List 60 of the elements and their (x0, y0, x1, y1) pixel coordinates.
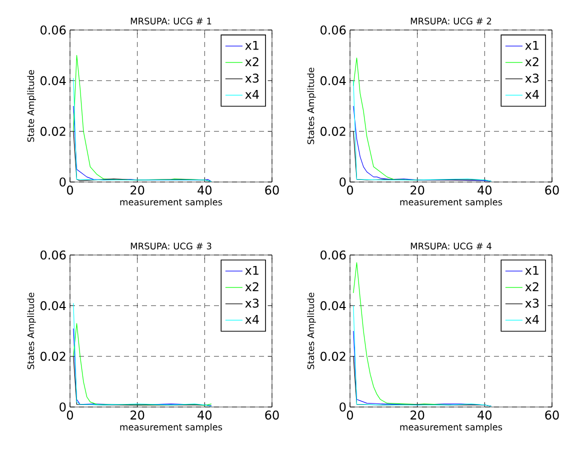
x-axis-title: measurement samples (400, 423, 502, 432)
x-tick-label: 40 (478, 410, 492, 420)
legend-label: x4 (525, 315, 539, 324)
x-tick-label: 20 (130, 410, 144, 420)
x-axis-title: measurement samples (120, 423, 222, 432)
legend-label: x2 (525, 57, 538, 66)
chart-title: MRSUPA: UCG # 3 (130, 242, 212, 250)
y-tick-label: 0.04 (40, 301, 66, 310)
y-axis-title: State Amplitude (27, 70, 36, 142)
x-tick-label: 20 (130, 186, 144, 195)
x-tick-label: 40 (198, 410, 212, 420)
x-tick-label: 60 (545, 186, 559, 195)
y-tick-label: 0.06 (320, 250, 346, 260)
y-tick-label: 0.04 (40, 76, 66, 86)
y-tick-label: 0.02 (320, 126, 346, 136)
legend-label: x1 (525, 40, 538, 50)
legend-label: x1 (245, 40, 258, 50)
x-tick-label: 0 (66, 410, 74, 420)
chart-title: MRSUPA: UCG # 4 (410, 242, 492, 250)
legend-label: x2 (245, 57, 258, 66)
x-tick-label: 60 (265, 186, 279, 195)
y-tick-label: 0.06 (40, 25, 66, 35)
legend-label: x2 (245, 282, 258, 292)
x-tick-label: 0 (66, 186, 74, 195)
legend-label: x1 (245, 266, 258, 275)
legend-label: x2 (525, 282, 538, 292)
x-tick-label: 20 (410, 186, 424, 195)
y-tick-label: 0 (60, 402, 66, 412)
legend-label: x4 (245, 90, 259, 99)
y-tick-label: 0 (60, 177, 66, 187)
y-tick-label: 0.02 (40, 352, 66, 361)
chart-title: MRSUPA: UCG # 2 (410, 18, 492, 24)
y-axis-title: States Amplitude (307, 292, 316, 370)
legend-label: x4 (525, 90, 539, 99)
legend-label: x3 (525, 74, 539, 83)
y-tick-label: 0.02 (320, 352, 346, 361)
y-tick-label: 0.02 (40, 126, 66, 136)
x-tick-label: 60 (265, 410, 279, 420)
y-tick-label: 0.04 (320, 76, 346, 86)
y-tick-label: 0.04 (320, 301, 346, 310)
x-tick-label: 40 (478, 186, 492, 195)
x-tick-label: 20 (410, 410, 424, 420)
legend-label: x1 (525, 266, 538, 275)
y-tick-label: 0.06 (320, 25, 346, 35)
y-tick-label: 0 (340, 402, 346, 412)
y-axis-title: States Amplitude (27, 292, 36, 370)
x-tick-label: 40 (198, 186, 212, 195)
legend-label: x3 (245, 298, 259, 308)
y-axis-title: States Amplitude (307, 68, 316, 144)
legend-label: x3 (245, 74, 259, 83)
legend-label: x3 (525, 298, 539, 308)
x-axis-title: measurement samples (120, 198, 222, 208)
y-tick-label: 0.06 (40, 250, 66, 260)
x-axis-title: measurement samples (400, 198, 502, 208)
x-tick-label: 0 (346, 186, 354, 195)
legend-label: x4 (245, 315, 259, 324)
chart-title: MRSUPA: UCG # 1 (130, 18, 212, 24)
x-tick-label: 60 (545, 410, 559, 420)
x-tick-label: 0 (346, 410, 354, 420)
y-tick-label: 0 (340, 177, 346, 187)
